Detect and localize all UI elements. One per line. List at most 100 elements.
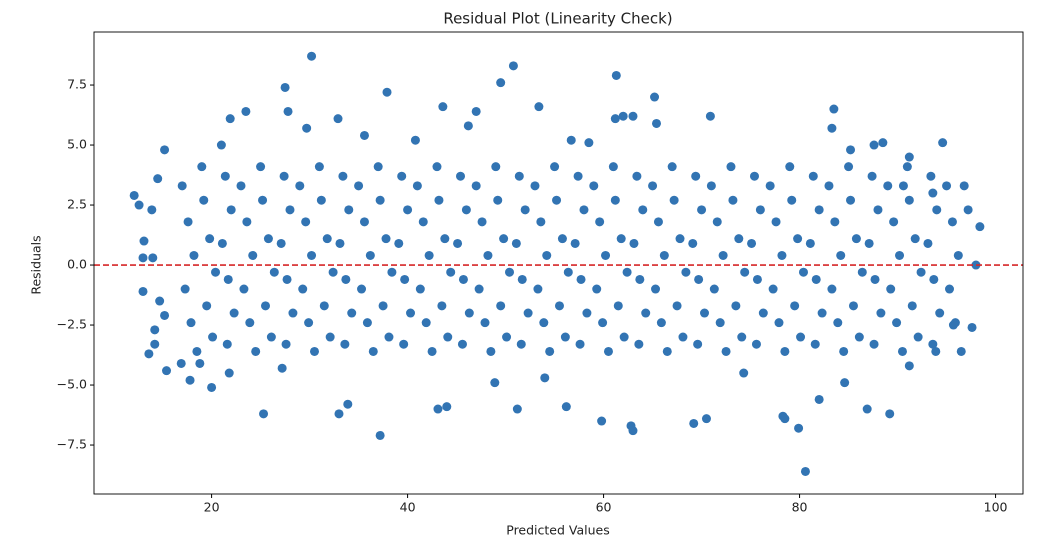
point	[848, 301, 858, 311]
point	[195, 358, 205, 368]
point	[256, 162, 266, 172]
point	[895, 250, 905, 260]
x-axis-label: Predicted Values	[506, 523, 610, 538]
x-tick-label: 100	[984, 500, 1008, 515]
point	[876, 308, 886, 318]
point	[365, 250, 375, 260]
point	[678, 332, 688, 342]
point	[375, 430, 385, 440]
point	[226, 205, 236, 215]
point	[886, 284, 896, 294]
point	[731, 301, 741, 311]
point	[771, 217, 781, 227]
point	[239, 284, 249, 294]
point	[480, 318, 490, 328]
point	[457, 339, 467, 349]
point	[697, 205, 707, 215]
point	[150, 339, 160, 349]
point	[138, 286, 148, 296]
point	[241, 106, 251, 116]
point	[421, 318, 431, 328]
point	[932, 205, 942, 215]
point	[399, 339, 409, 349]
point	[490, 378, 500, 388]
point	[846, 145, 856, 155]
point	[463, 121, 473, 131]
point	[810, 339, 820, 349]
point	[207, 382, 217, 392]
point	[461, 205, 471, 215]
point	[354, 181, 364, 191]
point	[656, 318, 666, 328]
point	[251, 346, 261, 356]
point	[603, 346, 613, 356]
point	[622, 267, 632, 277]
point	[242, 217, 252, 227]
point	[322, 234, 332, 244]
y-tick-label: −7.5	[57, 437, 87, 452]
point	[827, 284, 837, 294]
point	[340, 339, 350, 349]
point	[739, 368, 749, 378]
point	[534, 102, 544, 112]
point	[726, 162, 736, 172]
point	[438, 102, 448, 112]
point	[304, 318, 314, 328]
point	[897, 346, 907, 356]
point	[774, 318, 784, 328]
point	[971, 260, 981, 270]
point	[307, 250, 317, 260]
point	[192, 346, 202, 356]
point	[496, 301, 506, 311]
point	[705, 111, 715, 121]
point	[691, 171, 701, 181]
point	[335, 238, 345, 248]
point	[864, 238, 874, 248]
y-tick-label: −2.5	[57, 317, 87, 332]
point	[752, 274, 762, 284]
point	[266, 332, 276, 342]
point	[844, 162, 854, 172]
point	[780, 414, 790, 424]
point	[224, 368, 234, 378]
point	[740, 267, 750, 277]
point	[216, 140, 226, 150]
point	[129, 190, 139, 200]
point	[259, 409, 269, 419]
point	[582, 308, 592, 318]
point	[728, 195, 738, 205]
point	[805, 238, 815, 248]
point	[928, 339, 938, 349]
point	[641, 308, 651, 318]
point	[197, 162, 207, 172]
point	[222, 339, 232, 349]
point	[688, 238, 698, 248]
point	[144, 349, 154, 359]
point	[359, 130, 369, 140]
point	[442, 402, 452, 412]
point	[512, 404, 522, 414]
point	[929, 274, 939, 284]
point	[787, 195, 797, 205]
point	[638, 205, 648, 215]
point	[811, 274, 821, 284]
point	[424, 250, 434, 260]
point	[186, 318, 196, 328]
point	[139, 236, 149, 246]
point	[362, 318, 372, 328]
point	[907, 301, 917, 311]
y-tick-label: −5.0	[57, 377, 87, 392]
point	[281, 339, 291, 349]
point	[471, 106, 481, 116]
point	[898, 181, 908, 191]
point	[566, 135, 576, 145]
point	[700, 308, 710, 318]
point	[483, 250, 493, 260]
point	[375, 195, 385, 205]
point	[316, 195, 326, 205]
point	[279, 171, 289, 181]
point	[885, 409, 895, 419]
point	[589, 181, 599, 191]
point	[904, 152, 914, 162]
point	[694, 274, 704, 284]
